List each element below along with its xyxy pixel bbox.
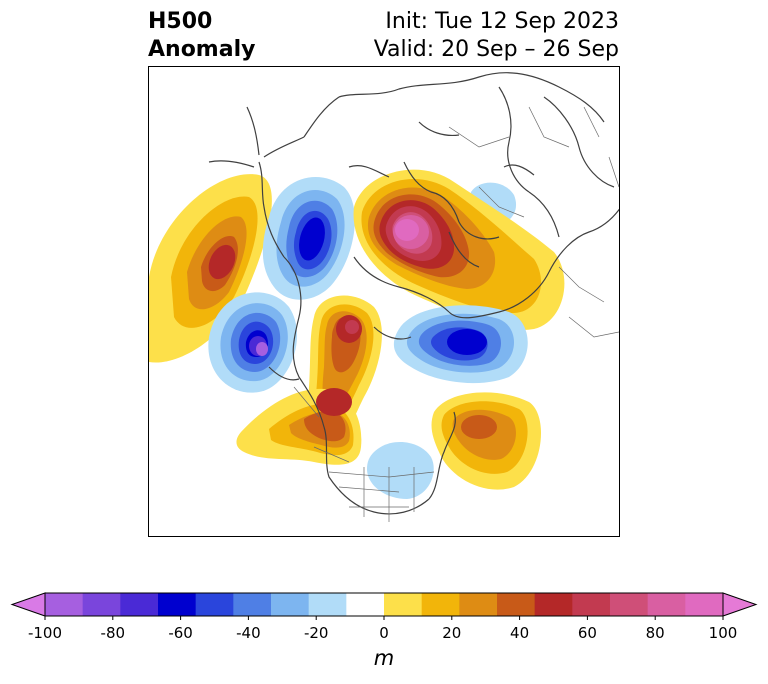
- anomaly-center-eastern-us: [367, 441, 434, 499]
- colorbar-tick-label: 20: [442, 624, 462, 642]
- anomaly-center-scandinavia: [353, 169, 565, 330]
- colorbar-swatch: [308, 593, 347, 616]
- map-dates: Init: Tue 12 Sep 2023 Valid: 20 Sep – 26…: [374, 8, 619, 64]
- valid-range: Valid: 20 Sep – 26 Sep: [373, 37, 619, 62]
- colorbar-over-extension: [722, 592, 758, 617]
- colorbar-swatch: [346, 593, 385, 616]
- colorbar-tick-label: 100: [708, 624, 738, 642]
- anomaly-center-siberia: [262, 177, 355, 300]
- colorbar-tick-label: 0: [379, 624, 389, 642]
- anomaly-map: [148, 66, 620, 537]
- colorbar-tick-label: 80: [645, 624, 665, 642]
- colorbar-swatch: [195, 593, 234, 616]
- colorbar-outline: [44, 592, 724, 617]
- colorbar-swatch: [120, 593, 159, 616]
- colorbar-swatch: [572, 593, 611, 616]
- init-date: Init: Tue 12 Sep 2023: [385, 9, 619, 34]
- colorbar-tick-label: -40: [236, 624, 261, 642]
- anomaly-map-canvas: [149, 72, 619, 522]
- colorbar-swatch: [610, 593, 649, 616]
- colorbar-under-extension: [10, 592, 46, 617]
- colorbar-swatch: [384, 593, 423, 616]
- map-title: H500 Anomaly: [148, 8, 255, 64]
- colorbar-swatch: [685, 593, 724, 616]
- colorbar-swatch: [497, 593, 536, 616]
- anomaly-fills: [149, 169, 565, 499]
- colorbar-tick-label: 40: [510, 624, 530, 642]
- colorbar-unit-label: m: [373, 646, 395, 670]
- anomaly-center-bering: [208, 292, 298, 393]
- colorbar-swatch: [459, 593, 498, 616]
- colorbar-swatches: [10, 592, 758, 620]
- colorbar-tick-label: 60: [577, 624, 597, 642]
- colorbar-swatch: [45, 593, 84, 616]
- colorbar-swatch: [534, 593, 573, 616]
- colorbar-tick-label: -80: [100, 624, 126, 642]
- colorbar-swatch: [158, 593, 197, 616]
- anomaly-center-n-atlantic: [431, 392, 541, 490]
- political-boundaries: [293, 106, 619, 522]
- colorbar-swatch: [421, 593, 460, 616]
- colorbar-swatch: [271, 593, 310, 616]
- colorbar-tick-label: -60: [168, 624, 193, 642]
- colorbar-swatch: [233, 593, 272, 616]
- colorbar-swatch: [82, 593, 121, 616]
- colorbar-swatch: [647, 593, 686, 616]
- anomaly-center-canada: [236, 388, 362, 465]
- anomaly-center-north-pacific: [149, 174, 272, 363]
- colorbar: [10, 592, 758, 620]
- colorbar-tick-label: -100: [27, 624, 63, 642]
- colorbar-tick-label: -20: [303, 624, 329, 642]
- title-type: Anomaly: [148, 37, 256, 62]
- anomaly-center-ne-atlantic: [393, 305, 528, 384]
- title-variable: H500: [148, 9, 213, 34]
